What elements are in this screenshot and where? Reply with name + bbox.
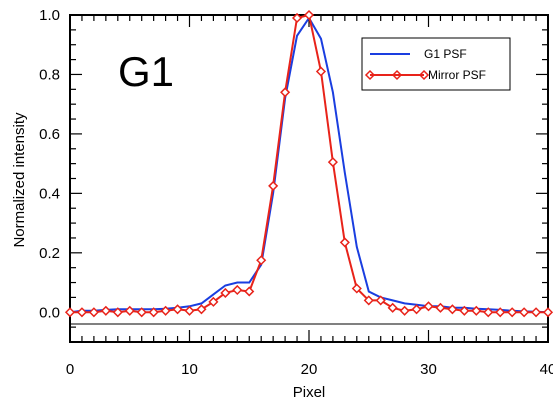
y-tick-label: 0.6 (39, 126, 60, 143)
legend-label-g1: G1 PSF (424, 47, 467, 61)
mirror-psf-point (124, 305, 135, 316)
mirror-psf-point (280, 87, 291, 98)
y-axis-title: Normalized intensity (11, 112, 28, 248)
mirror-psf-point (471, 305, 482, 316)
mirror-psf-point (76, 307, 88, 318)
mirror-psf-point (423, 301, 434, 312)
mirror-psf-point (495, 307, 506, 318)
y-tick-label: 0.2 (39, 245, 60, 262)
mirror-psf-point (375, 295, 386, 306)
mirror-psf-point (172, 304, 183, 315)
mirror-psf-point (327, 157, 338, 168)
legend-box (361, 37, 511, 91)
mirror-psf-point (387, 302, 398, 313)
x-tick-label: 0 (66, 361, 74, 378)
mirror-psf-point (160, 305, 171, 316)
x-tick-label: 40 (540, 361, 553, 378)
mirror-psf-point (411, 304, 422, 315)
mirror-psf-point (64, 307, 76, 318)
x-tick-label: 10 (181, 361, 198, 378)
mirror-psf-point (530, 307, 542, 318)
mirror-psf-point (542, 307, 553, 318)
mirror-psf-point (435, 302, 446, 313)
mirror-psf-point (291, 12, 303, 24)
legend-marker-mirror-2 (391, 69, 403, 81)
axis-ticks (69, 14, 549, 343)
mirror-psf-point (339, 237, 350, 248)
mirror-psf-point (459, 305, 470, 316)
legend-marker-mirror-1 (364, 69, 376, 81)
mirror-psf-point (519, 307, 530, 318)
mirror-psf-point (351, 283, 362, 294)
mirror-psf-point (315, 66, 327, 77)
tick-labels: 0 10 20 30 40 0.0 0.2 0.4 0.6 0.8 1.0 (39, 7, 553, 378)
mirror-psf-point (100, 305, 111, 316)
mirror-psf-point (136, 307, 147, 318)
mirror-psf-point (244, 286, 255, 297)
mirror-psf-point (268, 180, 279, 191)
y-tick-label: 0.0 (39, 304, 60, 321)
mirror-psf-point (196, 304, 207, 315)
y-tick-label: 0.4 (39, 185, 60, 202)
series-layer (64, 9, 553, 318)
mirror-psf-point (148, 307, 159, 318)
mirror-psf-point (220, 287, 231, 299)
legend-label-mirror: Mirror PSF (428, 68, 486, 82)
mirror-psf-point (303, 9, 315, 21)
panel-label: G1 (118, 48, 174, 95)
mirror-psf-point (399, 305, 410, 316)
mirror-psf-point (208, 296, 219, 307)
x-tick-label: 30 (420, 361, 437, 378)
mirror-psf-point (184, 305, 195, 316)
mirror-psf-point (483, 307, 494, 318)
legend: G1 PSF Mirror PSF (361, 37, 511, 91)
x-axis-title: Pixel (293, 384, 326, 401)
y-tick-label: 0.8 (39, 66, 60, 83)
mirror-psf-point (363, 295, 374, 306)
mirror-psf-point (88, 307, 99, 318)
x-tick-label: 20 (301, 361, 318, 378)
legend-marker-mirror-3 (418, 69, 430, 81)
mirror-psf-point (447, 304, 458, 315)
mirror-psf-point (507, 307, 518, 318)
y-tick-label: 1.0 (39, 7, 60, 24)
mirror-psf-point (256, 255, 267, 266)
mirror-psf-point (112, 307, 123, 318)
mirror-psf-point (232, 284, 243, 296)
